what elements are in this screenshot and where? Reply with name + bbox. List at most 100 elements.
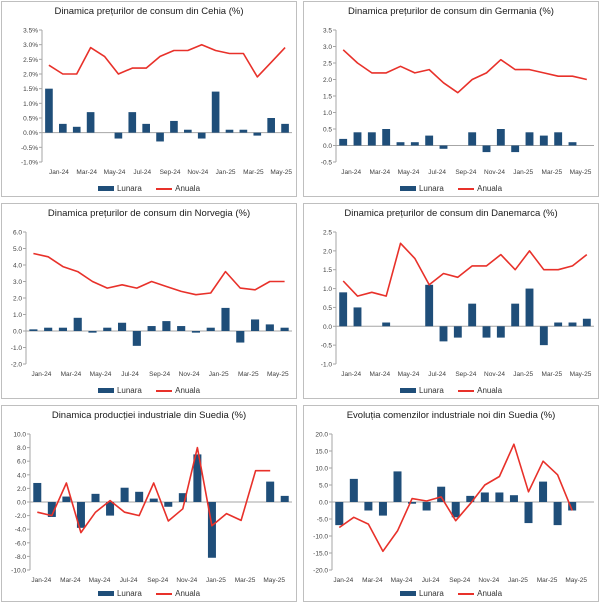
legend-item-anuala: Anuala <box>156 386 200 395</box>
y-tick-label: -10.0 <box>313 534 328 541</box>
y-tick-label: -1.0 <box>321 362 333 369</box>
chart-title: Dinamica prețurilor de consum din Danema… <box>344 208 558 219</box>
y-tick-label: 3.5% <box>23 28 38 35</box>
bar-lunara <box>496 326 505 338</box>
bar-lunara <box>33 482 42 502</box>
bar-lunara <box>191 331 201 333</box>
bar-lunara <box>495 492 504 502</box>
bar-lunara <box>164 502 173 507</box>
x-tick-label: Mar-24 <box>76 169 97 176</box>
bar-lunara <box>339 292 348 327</box>
bar-lunara <box>554 322 563 327</box>
legend-swatch-line <box>156 389 173 392</box>
bar-lunara <box>408 502 417 504</box>
legend-label: Lunara <box>116 386 142 395</box>
bar-lunara <box>382 129 391 146</box>
y-tick-label: -15.0 <box>313 551 328 558</box>
y-tick-label: 0.0 <box>319 500 328 507</box>
x-tick-label: Jul-24 <box>121 371 139 378</box>
x-tick-label: Jan-24 <box>49 169 69 176</box>
legend-swatch-bar <box>97 388 114 394</box>
chart-legend: Lunara Anuala <box>304 184 598 193</box>
legend-swatch-line <box>156 592 173 595</box>
bar-lunara <box>422 502 431 511</box>
y-tick-label: -4.0 <box>15 527 27 534</box>
y-tick-label: 0.0 <box>323 324 332 331</box>
bar-lunara <box>239 129 248 133</box>
legend-swatch-bar <box>399 186 416 192</box>
chart-plot-norvegia: -2.0 -1.0 0.0 1.0 2.0 3.0 4.0 5.0 6.0 Jan-24 Mar-2… <box>11 230 292 378</box>
bar-lunara <box>554 132 563 146</box>
x-tick-label: Sep-24 <box>449 577 470 584</box>
bar-lunara <box>437 486 446 502</box>
legend-swatch-bar <box>399 388 416 394</box>
x-tick-label: May-24 <box>398 169 420 176</box>
bar-lunara <box>509 495 518 502</box>
y-tick-label: 1.0 <box>13 312 22 319</box>
x-tick-label: May-25 <box>270 169 292 176</box>
x-tick-label: May-24 <box>104 169 126 176</box>
y-tick-label: -0.5 <box>321 343 333 350</box>
x-tick-label: Jul-24 <box>133 169 151 176</box>
x-tick-label: May-25 <box>570 169 592 176</box>
legend-item-lunara: Lunara <box>97 589 142 598</box>
y-tick-label: 3.0% <box>23 42 38 49</box>
chart-plot-cehia: -1.0% -0.5% 0.0% 0.5% 1.0% 1.5% 2.0% 2.5% 3.0% 3.… <box>21 28 292 177</box>
y-tick-label: 15.0 <box>315 449 328 456</box>
x-tick-label: Mar-25 <box>238 371 259 378</box>
x-tick-label: Sep-24 <box>455 371 476 378</box>
bar-lunara <box>236 331 245 343</box>
x-tick-label: Mar-24 <box>362 577 383 584</box>
chart-legend: Lunara Anuala <box>2 184 296 193</box>
x-tick-label: Jul-24 <box>422 577 440 584</box>
chart-plot-productie-suedia: -10.0 -8.0 -6.0 -4.0 -2.0 0.0 2.0 4.0 6.0 8.0 10.0… <box>11 432 292 584</box>
bar-lunara <box>396 142 405 146</box>
legend-label: Lunara <box>116 589 142 598</box>
legend-item-anuala: Anuala <box>156 589 200 598</box>
bar-lunara <box>114 132 123 139</box>
chart-plot-germania: -0.5 0.0 0.5 1.0 1.5 2.0 2.5 3.0 3.5 Jan-24 Mar-24… <box>321 28 594 176</box>
chart-legend: Lunara Anuala <box>304 589 598 598</box>
bar-lunara <box>91 493 100 502</box>
y-tick-label: 1.0% <box>23 101 38 108</box>
bar-lunara <box>170 120 178 133</box>
bar-lunara <box>281 123 289 133</box>
y-tick-label: 2.0 <box>323 77 332 84</box>
y-tick-label: -1.0% <box>21 160 38 167</box>
bar-lunara <box>353 307 362 327</box>
y-tick-label: -1.0 <box>11 345 23 352</box>
x-tick-label: Mar-25 <box>542 371 563 378</box>
x-tick-label: Mar-24 <box>60 577 81 584</box>
bar-lunara <box>378 502 387 516</box>
bar-lunara <box>539 326 548 346</box>
x-tick-label: Jan-25 <box>513 371 533 378</box>
bar-lunara <box>482 145 491 153</box>
x-tick-label: Jan-24 <box>31 371 51 378</box>
x-tick-label: Mar-24 <box>61 371 82 378</box>
x-tick-label: Jan-25 <box>209 371 229 378</box>
bar-lunara <box>349 478 358 502</box>
bar-lunara <box>142 123 150 133</box>
bar-lunara <box>451 502 460 518</box>
legend-label: Lunara <box>418 386 444 395</box>
legend-item-lunara: Lunara <box>97 184 142 193</box>
bar-lunara <box>468 132 477 146</box>
bar-lunara <box>453 326 462 338</box>
y-tick-label: 1.0 <box>323 110 332 117</box>
bar-lunara <box>211 91 220 133</box>
bar-lunara <box>364 502 373 511</box>
x-tick-label: Mar-24 <box>370 169 391 176</box>
bar-lunara <box>335 502 344 526</box>
x-tick-label: Mar-25 <box>537 577 558 584</box>
bar-lunara <box>539 135 548 146</box>
bar-lunara <box>184 129 192 133</box>
bar-lunara <box>120 487 129 502</box>
bar-lunara <box>250 319 260 331</box>
chart-panel-productie-suedia: Dinamica producției industriale din Sued… <box>1 405 297 602</box>
bar-lunara <box>72 126 81 133</box>
x-tick-label: Nov-24 <box>187 169 208 176</box>
bar-lunara <box>468 303 477 327</box>
legend-label: Lunara <box>116 184 142 193</box>
legend-item-anuala: Anuala <box>458 589 502 598</box>
y-tick-label: 1.5 <box>323 94 332 101</box>
